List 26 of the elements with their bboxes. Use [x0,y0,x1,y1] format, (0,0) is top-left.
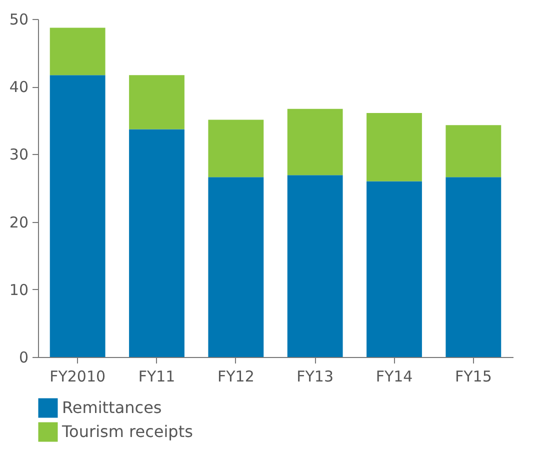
bar [50,28,106,76]
bar [287,175,343,357]
bar [208,177,264,357]
x-tick-label: FY12 [217,368,254,386]
bar [287,108,343,176]
bar [446,177,502,357]
x-tick-label: FY14 [376,368,413,386]
y-tick-label: 20 [9,213,28,232]
legend-label: Tourism receipts [61,422,193,441]
x-tick-label: FY11 [138,368,176,386]
y-tick-label: 0 [18,348,28,366]
legend-label: Remittances [62,398,162,417]
bar [129,129,184,357]
y-tick-label: 40 [9,78,28,96]
bar [208,120,264,178]
bar [50,75,106,357]
bar [366,112,422,182]
y-tick-label: 10 [9,280,28,299]
x-tick-label: FY15 [454,368,492,386]
bar [129,75,184,130]
bar [446,125,502,178]
y-tick-label: 50 [9,10,28,28]
y-tick-label: 30 [9,146,28,164]
bar [366,181,422,357]
x-tick-label: FY2010 [50,368,106,386]
x-tick-label: FY13 [296,368,334,386]
